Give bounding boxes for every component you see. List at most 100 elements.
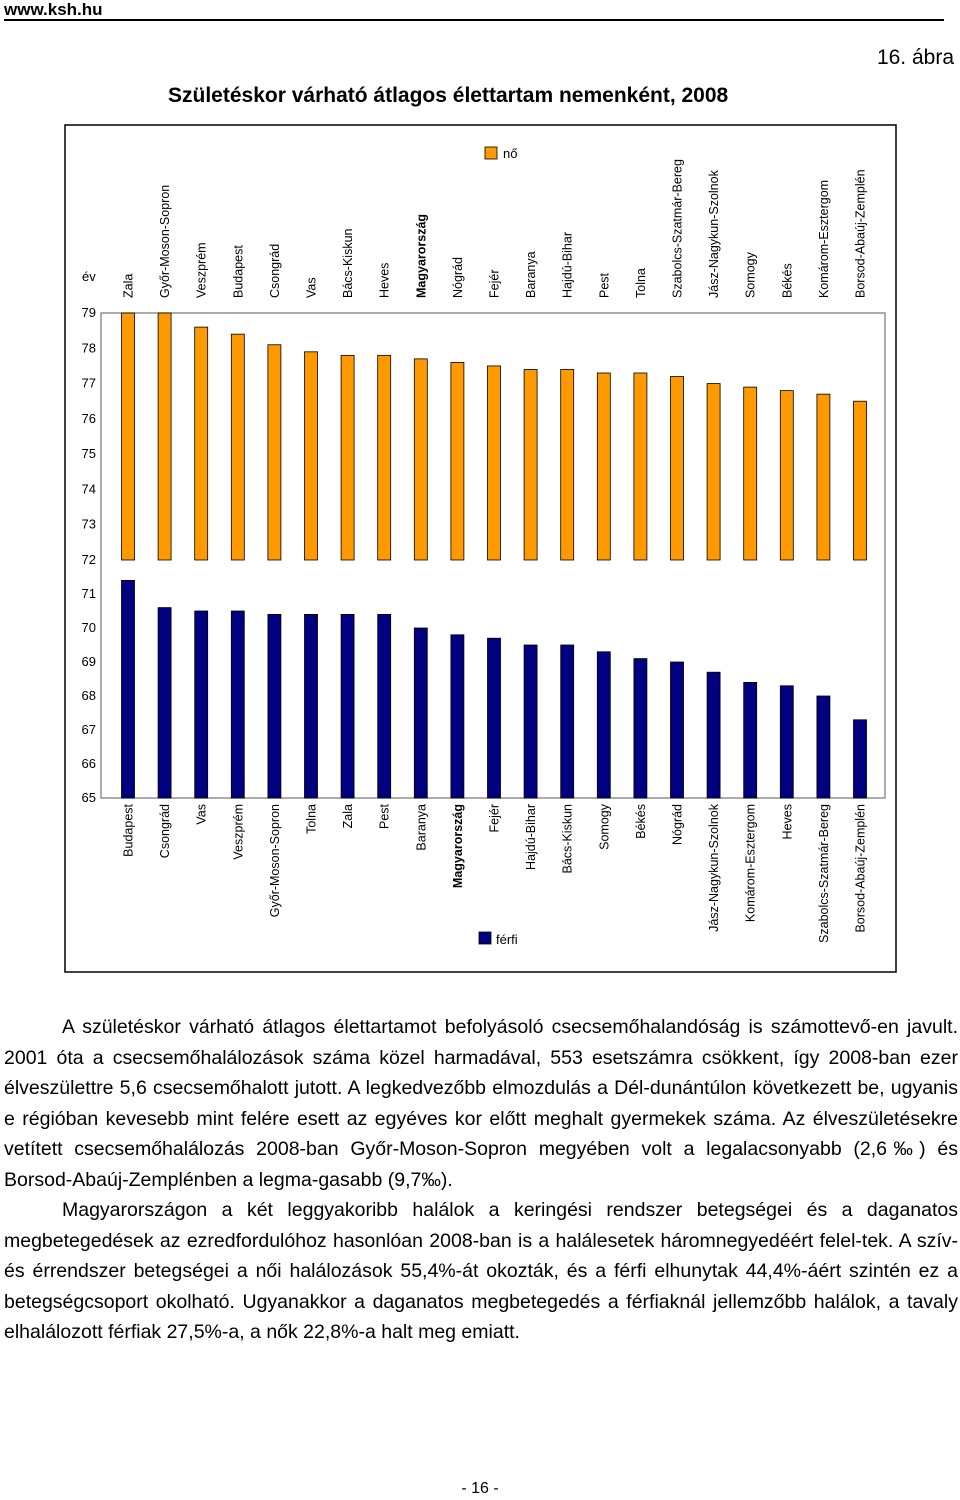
female-tick-label: 75 [82,446,96,461]
female-category-label: Baranya [524,251,538,298]
female-tick-label: 76 [82,411,96,426]
male-category-label: Vas [195,804,209,825]
male-tick-label: 66 [82,756,96,771]
female-category-label: Veszprém [195,242,209,298]
female-category-label: Jász-Nagykun-Szolnok [707,169,721,298]
female-tick-label: 72 [82,552,96,567]
female-bar [157,312,172,561]
male-tick-label: 67 [82,722,96,737]
male-bar [633,658,648,799]
male-category-label: Veszprém [231,804,245,860]
male-bar [487,637,501,799]
male-tick-labels: 71 70 69 68 67 66 65 [82,586,96,805]
male-category-label: Bács-Kiskun [561,804,575,874]
male-category-label: Komárom-Esztergom [744,804,758,922]
female-bar [267,344,282,561]
female-category-label: Szabolcs-Szatmár-Bereg [671,159,685,298]
male-bar [743,682,758,799]
male-bar [706,671,721,799]
male-bar [450,634,465,799]
female-category-label: Fejér [488,270,502,298]
female-tick-label: 73 [82,517,96,532]
male-category-label: Heves [780,804,794,839]
male-category-label: Somogy [597,803,611,850]
female-category-label: Csongrád [268,244,282,298]
male-tick-label: 68 [82,688,96,703]
female-category-label: Vas [305,277,319,298]
female-bar [670,376,684,561]
female-category-label: Pest [597,272,611,298]
female-bar [304,351,318,561]
female-category-label: Borsod-Abaúj-Zemplén [854,169,868,298]
male-bar [194,610,209,799]
female-category-label: Komárom-Esztergom [817,180,831,298]
female-bar [560,369,575,561]
female-category-label: Heves [378,263,392,298]
female-bar [523,369,538,561]
header-rule [4,19,944,21]
female-bar [377,354,392,561]
male-category-label: Baranya [414,804,428,851]
male-legend-label: férfi [496,932,518,947]
female-category-label: Bács-Kiskun [341,228,355,298]
male-bar [596,651,611,799]
female-bar [487,365,501,561]
female-bar [706,383,721,561]
male-bar [853,719,867,799]
male-category-label: Tolna [305,804,319,834]
male-legend-swatch [478,931,492,945]
female-bar [633,372,648,561]
female-legend-swatch [484,146,498,160]
female-category-label: Hajdú-Bihar [561,232,575,298]
site-header-link[interactable]: www.ksh.hu [4,0,103,19]
male-tick-label: 70 [82,620,96,635]
male-category-label: Fejér [488,804,502,832]
female-category-label: Nógrád [451,257,465,298]
male-series [121,580,867,799]
male-category-label: Borsod-Abaúj-Zemplén [854,804,868,933]
male-category-label: Szabolcs-Szatmár-Bereg [817,804,831,943]
female-legend: nő [484,146,517,161]
female-category-label: Tolna [634,268,648,298]
female-legend-label: nő [503,146,517,161]
figure-number: 16. ábra [876,46,954,69]
female-tick-label: 77 [82,376,96,391]
male-category-label: Békés [634,804,648,839]
female-category-label: Budapest [231,245,245,298]
male-bar [413,627,428,799]
male-tick-label: 71 [82,586,96,601]
female-bar [340,354,355,561]
female-tick-label: 79 [82,305,96,320]
chart-title: Születéskor várható átlagos élettartam n… [168,84,729,107]
female-tick-labels: 79 78 77 76 75 74 73 72 [82,305,96,567]
female-bar [853,400,867,561]
male-category-label: Csongrád [158,804,172,858]
male-category-label: Jász-Nagykun-Szolnok [707,803,721,932]
male-bar [157,607,172,799]
male-bar [560,644,575,799]
paragraph: Magyarországon a két leggyakoribb halálo… [4,1199,958,1343]
male-bar [304,614,318,799]
male-bar [377,614,392,799]
body-text: A születéskor várható átlagos élettartam… [4,1012,958,1348]
female-category-label: Somogy [744,251,758,298]
female-category-label: Magyarország [414,214,428,298]
male-bar [523,644,538,799]
male-category-label: Pest [378,803,392,829]
male-bar [230,610,245,799]
male-bar [121,580,135,799]
female-bar [413,358,428,561]
male-category-label: Győr-Moson-Sopron [268,804,282,917]
male-bar [670,661,684,799]
chart-svg: nő férfi év 79 78 77 76 75 74 73 72 71 70 69 68 67 6… [64,124,897,973]
female-bar [230,333,245,561]
male-category-label: Zala [341,804,355,828]
female-category-label: Győr-Moson-Sopron [158,185,172,298]
male-tick-label: 65 [82,790,96,805]
female-bar [596,372,611,561]
y-axis-unit-label: év [82,269,96,284]
female-category-label: Békés [780,263,794,298]
male-category-label: Nógrád [671,804,685,845]
male-legend: férfi [478,931,518,947]
paragraph: A születéskor várható átlagos élettartam… [4,1016,958,1191]
